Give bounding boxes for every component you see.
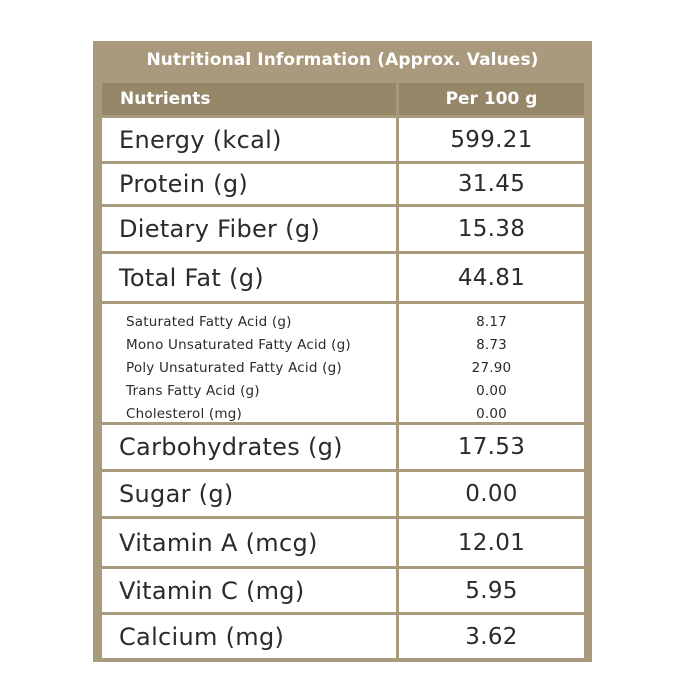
row-calcium-value: 3.62	[399, 615, 584, 658]
sub-row-name: Cholesterol (mg)	[126, 406, 242, 422]
table-title: Nutritional Information (Approx. Values)	[146, 49, 539, 70]
sub-row-value: 0.00	[476, 406, 507, 422]
header-per-100g: Per 100 g	[399, 83, 584, 115]
row-total-fat-value: 44.81	[399, 254, 584, 301]
row-total-fat-name: Total Fat (g)	[102, 254, 396, 301]
sub-row-value: 8.73	[476, 337, 507, 353]
row-carbohydrates-name: Carbohydrates (g)	[102, 425, 396, 469]
sub-row-value: 8.17	[476, 314, 507, 330]
row-sugar-name: Sugar (g)	[102, 472, 396, 516]
row-fiber-value: 15.38	[399, 207, 584, 251]
sub-row-name: Poly Unsaturated Fatty Acid (g)	[126, 360, 342, 376]
row-protein-value: 31.45	[399, 164, 584, 204]
sub-row-name: Trans Fatty Acid (g)	[126, 383, 260, 399]
row-carbohydrates-value: 17.53	[399, 425, 584, 469]
row-fiber-name: Dietary Fiber (g)	[102, 207, 396, 251]
row-energy-value: 599.21	[399, 118, 584, 161]
row-vitamin-a-value: 12.01	[399, 519, 584, 566]
row-calcium-name: Calcium (mg)	[102, 615, 396, 658]
row-vitamin-c-name: Vitamin C (mg)	[102, 569, 396, 612]
sub-row-value: 0.00	[476, 383, 507, 399]
nutrition-table: Nutritional Information (Approx. Values)…	[93, 41, 592, 662]
row-vitamin-a-name: Vitamin A (mcg)	[102, 519, 396, 566]
sub-row-value: 27.90	[471, 360, 512, 376]
row-sugar-value: 0.00	[399, 472, 584, 516]
row-energy-name: Energy (kcal)	[102, 118, 396, 161]
row-protein-name: Protein (g)	[102, 164, 396, 204]
fat-breakdown-names: Saturated Fatty Acid (g) Mono Unsaturate…	[102, 304, 396, 422]
sub-row-name: Saturated Fatty Acid (g)	[126, 314, 292, 330]
row-vitamin-c-value: 5.95	[399, 569, 584, 612]
sub-row-name: Mono Unsaturated Fatty Acid (g)	[126, 337, 351, 353]
fat-breakdown-values: 8.17 8.73 27.90 0.00 0.00	[399, 304, 584, 422]
header-nutrients: Nutrients	[102, 83, 396, 115]
